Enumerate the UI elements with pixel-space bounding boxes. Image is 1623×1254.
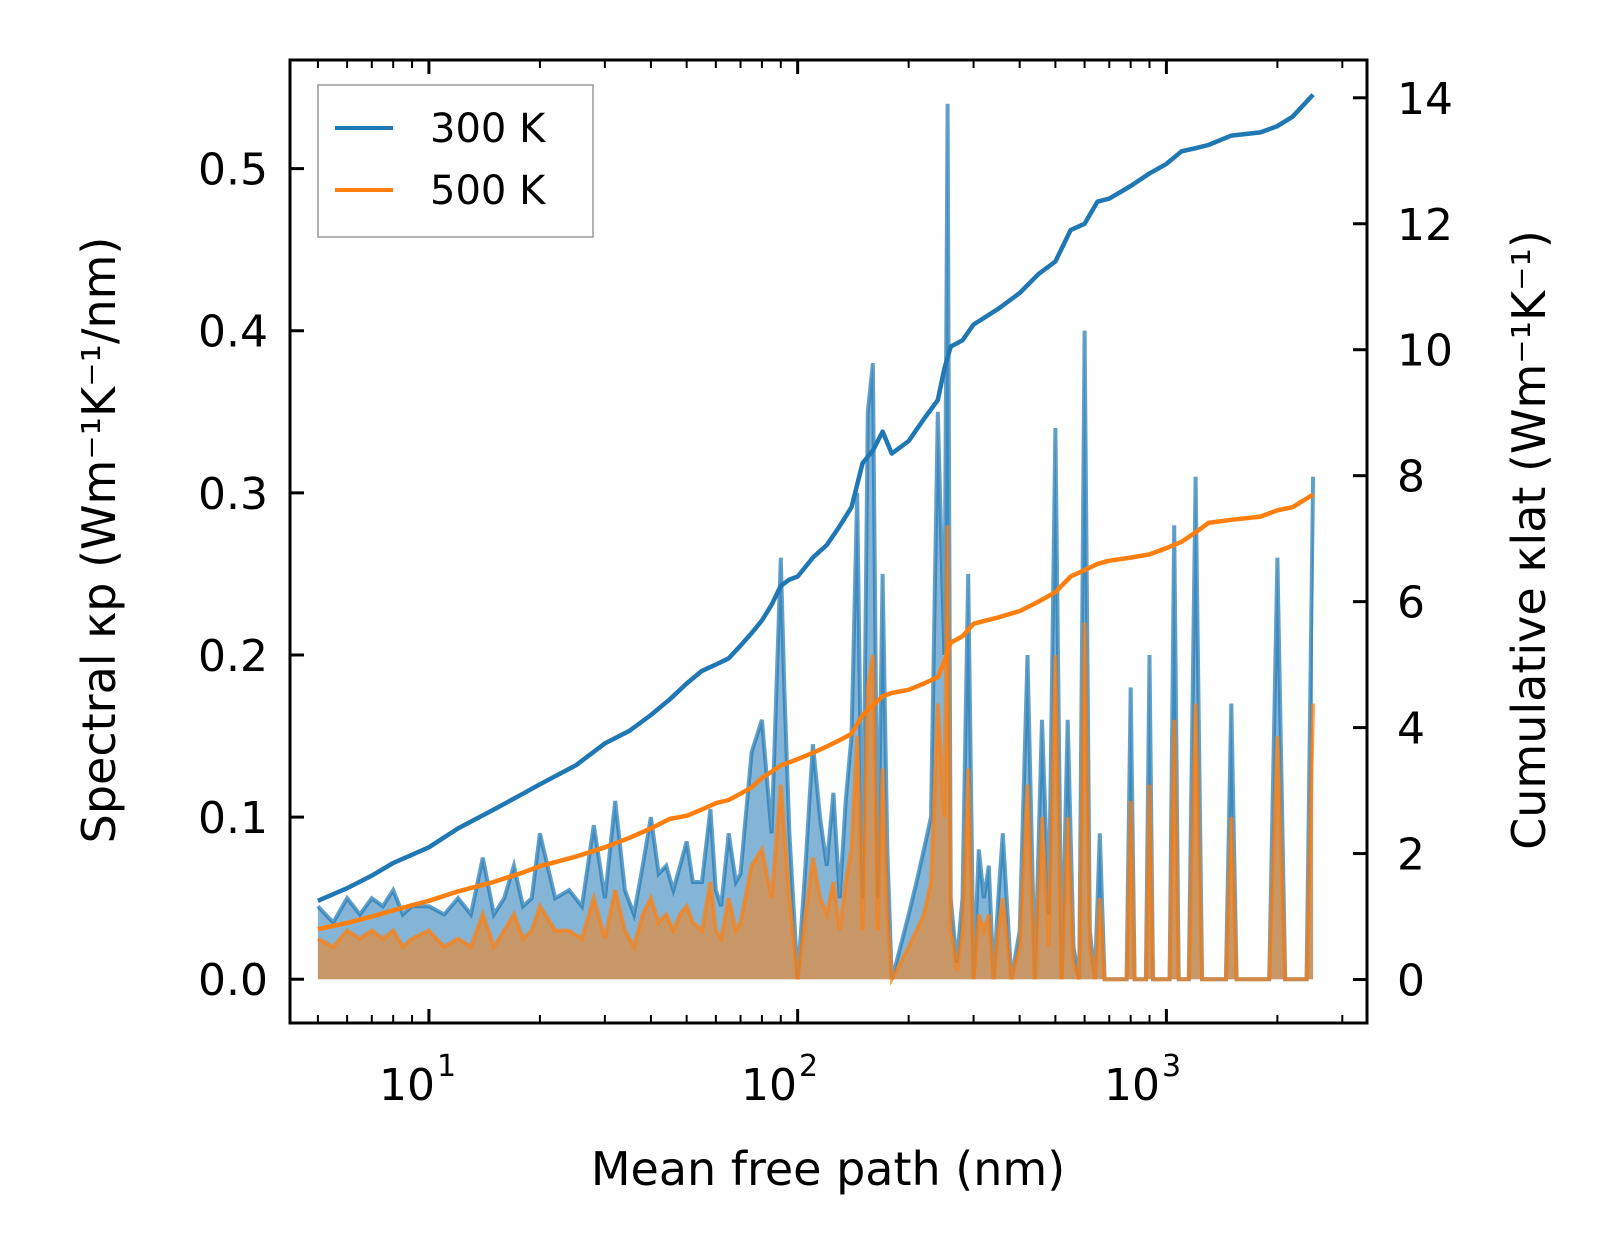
x-tick-label: 10 <box>1104 1060 1160 1111</box>
y-right-axis-title: Cumulative κlat (Wm⁻¹K⁻¹) <box>1502 230 1556 850</box>
y-right-tick-label: 6 <box>1397 578 1425 629</box>
spectral-area-500k <box>317 525 1314 980</box>
y-right-tick-labels: 0 2 4 6 8 10 12 14 <box>1397 74 1453 1007</box>
legend: 300 K 500 K <box>317 84 594 238</box>
spectral-area-300k <box>317 103 1314 980</box>
y-left-tick-label: 0.0 <box>198 955 268 1006</box>
y-right-tick-label: 10 <box>1397 326 1453 377</box>
cumulative-line-300k <box>317 93 1315 903</box>
y-right-tick-label: 2 <box>1397 830 1425 881</box>
y-right-tick-label: 12 <box>1397 200 1453 251</box>
y-left-tick-label: 0.4 <box>198 307 268 358</box>
y-left-axis-title: Spectral κp (Wm⁻¹K⁻¹/nm) <box>72 237 126 844</box>
y-right-tick-label: 4 <box>1397 704 1425 755</box>
plot-frame <box>288 58 1369 1025</box>
x-axis-title: Mean free path (nm) <box>591 1142 1065 1196</box>
y-left-tick-label: 0.2 <box>198 631 268 682</box>
spectral-area-500k <box>316 525 1316 987</box>
y-right-tick-label: 14 <box>1397 74 1453 125</box>
x-tick-label: 10 <box>379 1060 435 1111</box>
cumulative-lines <box>317 93 1315 932</box>
y-right-tick-label: 8 <box>1397 452 1425 503</box>
legend-box <box>317 84 594 238</box>
spectral-line-500k <box>316 525 1316 987</box>
y-right-tick-label: 0 <box>1397 956 1425 1007</box>
x-tick-labels: 10 1 10 2 10 3 <box>379 1049 1181 1111</box>
legend-label-300k: 300 K <box>430 106 547 152</box>
y-left-tick-label: 0.1 <box>198 793 268 844</box>
x-tick-label: 10 <box>741 1060 797 1111</box>
tick-marks <box>290 60 1367 1023</box>
x-tick-exponent: 3 <box>1162 1049 1181 1084</box>
cumulative-line-500k <box>317 492 1315 932</box>
y-left-tick-label: 0.5 <box>198 145 268 196</box>
x-tick-exponent: 2 <box>799 1049 818 1084</box>
y-left-tick-labels: 0.0 0.1 0.2 0.3 0.4 0.5 <box>198 145 268 1007</box>
y-left-tick-label: 0.3 <box>198 469 268 520</box>
x-tick-exponent: 1 <box>437 1049 456 1084</box>
legend-label-500k: 500 K <box>430 168 547 214</box>
